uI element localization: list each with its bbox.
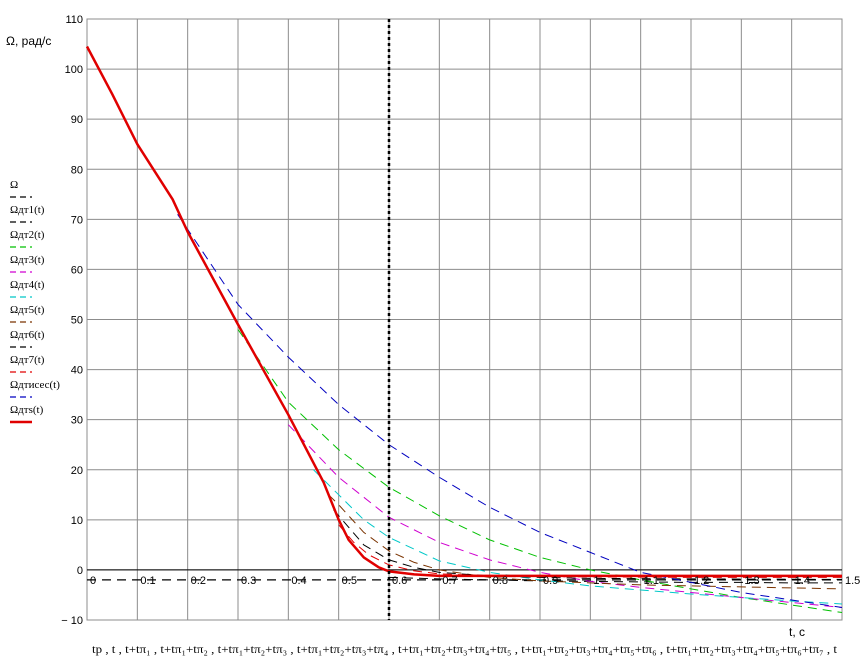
x-tick-label: 0.1 bbox=[140, 575, 155, 587]
x-axis-title: t, c bbox=[789, 625, 805, 639]
series-line-9 bbox=[177, 214, 843, 608]
y-tick-label: − 10 bbox=[61, 615, 83, 627]
series-line-2 bbox=[388, 576, 842, 584]
series-line-4 bbox=[287, 424, 843, 608]
x-tick-label: 0.7 bbox=[442, 575, 457, 587]
legend-label: Ωдт6(t) bbox=[10, 329, 45, 341]
legend-label: Ωдт2(t) bbox=[10, 229, 45, 241]
series-line-7 bbox=[333, 509, 843, 580]
y-tick-label: 60 bbox=[71, 264, 83, 276]
y-tick-label: 20 bbox=[71, 465, 83, 477]
plot-frame bbox=[86, 18, 843, 621]
legend: Ω Ωдт1(t) Ωдт2(t) Ωдт3(t) Ωдт4(t) Ωдт5(t) Ωдт6… bbox=[10, 179, 60, 424]
legend-label: Ωдт4(t) bbox=[10, 279, 45, 291]
legend-label: Ωдт3(t) bbox=[10, 254, 45, 266]
x-tick-label: 0.3 bbox=[241, 575, 256, 587]
y-tick-label: 0 bbox=[77, 565, 83, 577]
x-tick-label: 0.4 bbox=[291, 575, 306, 587]
legend-label: Ωдтисес(t) bbox=[10, 379, 60, 391]
x-tick-label: 1.3 bbox=[744, 575, 759, 587]
series-line-10 bbox=[85, 45, 842, 578]
legend-label: Ωдт1(t) bbox=[10, 204, 45, 216]
x-tick-label: 1.1 bbox=[644, 575, 659, 587]
series-lines bbox=[85, 45, 843, 613]
x-axis-expression: tp , t , t+tπ₁ , t+tπ₁+tπ₂ , t+tπ₁+tπ₂+t… bbox=[92, 642, 838, 656]
y-tick-label: 40 bbox=[71, 365, 83, 377]
x-tick-label: 0.2 bbox=[191, 575, 206, 587]
x-tick-label: 1.2 bbox=[694, 575, 709, 587]
x-tick-label: 1 bbox=[593, 575, 599, 587]
legend-label: Ω bbox=[10, 179, 18, 191]
y-axis-title: Ω, рад/с bbox=[6, 34, 51, 48]
x-tick-label: 0.8 bbox=[493, 575, 508, 587]
y-tick-label: 80 bbox=[71, 164, 83, 176]
tick-labels: 0 0.1 0.2 0.3 0.4 0.5 0.6 0.7 0.8 0.9 1 1.1 1.2 1.3 1.… bbox=[61, 14, 860, 627]
x-tick-label: 0.9 bbox=[543, 575, 558, 587]
series-line-5 bbox=[313, 469, 843, 605]
x-tick-label: 0.6 bbox=[392, 575, 407, 587]
y-tick-label: 110 bbox=[65, 14, 83, 26]
legend-label: Ωдтs(t) bbox=[10, 404, 44, 416]
y-tick-label: 10 bbox=[71, 515, 83, 527]
y-tick-label: 70 bbox=[71, 214, 83, 226]
grid bbox=[86, 18, 843, 621]
legend-label: Ωдт5(t) bbox=[10, 304, 45, 316]
axes bbox=[86, 18, 843, 621]
y-tick-label: 90 bbox=[71, 114, 83, 126]
y-tick-label: 50 bbox=[71, 315, 83, 327]
y-tick-label: 30 bbox=[71, 415, 83, 427]
x-tick-label: 0.5 bbox=[342, 575, 357, 587]
x-tick-label: 0 bbox=[90, 575, 96, 587]
x-tick-label: 1.4 bbox=[795, 575, 810, 587]
series-line-6 bbox=[328, 494, 843, 590]
y-tick-label: 100 bbox=[65, 64, 83, 76]
x-tick-label: 1.5 bbox=[845, 575, 860, 587]
legend-label: Ωдт7(t) bbox=[10, 354, 45, 366]
